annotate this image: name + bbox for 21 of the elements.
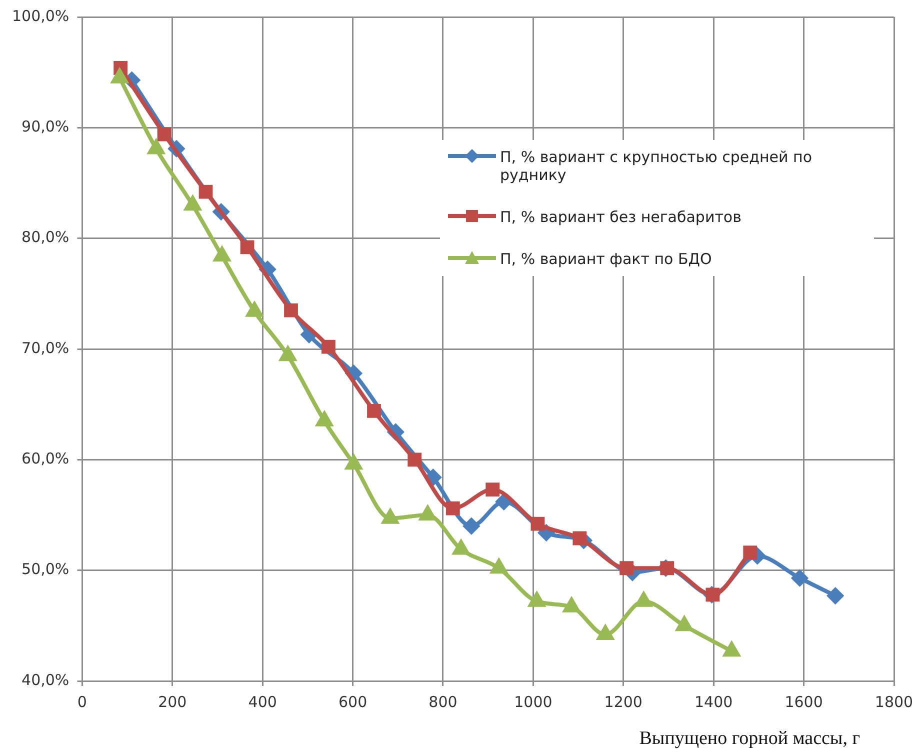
legend-label: П, % вариант факт по БДО — [500, 250, 712, 268]
y-tick-label: 50,0% — [22, 560, 70, 578]
y-tick-label: 90,0% — [22, 118, 70, 136]
x-tick-label: 1800 — [874, 692, 914, 711]
y-tick-label: 70,0% — [22, 338, 70, 357]
y-tick-label: 100,0% — [12, 6, 70, 25]
x-tick-label: 0 — [77, 692, 87, 711]
x-tick-label: 1400 — [694, 692, 733, 711]
y-tick-label: 60,0% — [22, 450, 70, 468]
legend-label: П, % вариант без негабаритов — [500, 208, 742, 226]
x-axis-title: Выпущено горной массы, г — [639, 728, 860, 750]
x-tick-label: 400 — [248, 692, 277, 711]
x-tick-label: 800 — [428, 692, 458, 711]
x-tick-label: 1200 — [604, 692, 642, 711]
y-tick-label: 40,0% — [22, 670, 70, 689]
x-tick-label: 1000 — [514, 692, 552, 711]
x-tick-label: 600 — [338, 692, 368, 711]
x-tick-label: 1600 — [784, 692, 823, 711]
x-tick-label: 200 — [158, 692, 187, 711]
legend-label: П, % вариант с крупностью средней по руднику — [500, 148, 814, 184]
y-tick-label: 80,0% — [22, 228, 70, 246]
